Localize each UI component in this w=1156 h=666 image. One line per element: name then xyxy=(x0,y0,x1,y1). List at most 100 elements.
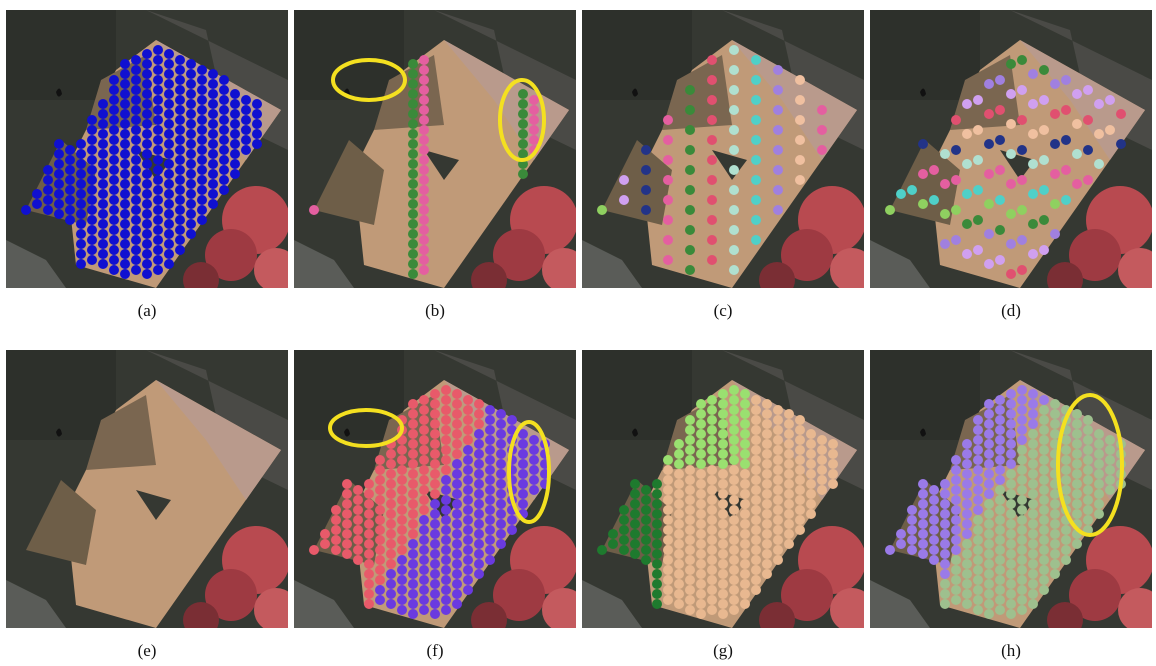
segment-dot xyxy=(1006,429,1016,439)
segment-dot xyxy=(408,479,418,489)
segment-dot xyxy=(1028,99,1038,109)
segment-dot xyxy=(608,529,618,539)
segment-dot xyxy=(641,495,651,505)
segment-dot xyxy=(331,525,341,535)
segment-dot xyxy=(685,415,695,425)
segment-dot xyxy=(463,545,473,555)
segment-dot xyxy=(219,125,229,135)
segment-dot xyxy=(342,549,352,559)
segment-dot xyxy=(984,499,994,509)
segment-dot xyxy=(729,495,739,505)
segment-dot xyxy=(619,505,629,515)
segment-dot xyxy=(729,265,739,275)
segment-dot xyxy=(408,569,418,579)
segment-dot xyxy=(397,565,407,575)
segment-dot xyxy=(718,579,728,589)
segment-dot xyxy=(762,559,772,569)
segment-dot xyxy=(784,519,794,529)
panel-caption: (e) xyxy=(138,641,157,660)
segment-dot xyxy=(828,479,838,489)
segment-dot xyxy=(364,599,374,609)
segment-dot xyxy=(707,215,717,225)
segment-dot xyxy=(463,425,473,435)
segment-dot xyxy=(973,475,983,485)
segment-dot xyxy=(419,535,429,545)
segment-dot xyxy=(76,249,86,259)
segment-dot xyxy=(197,185,207,195)
segment-dot xyxy=(408,449,418,459)
segment-dot xyxy=(518,99,528,109)
segment-dot xyxy=(419,165,429,175)
segment-dot xyxy=(707,235,717,245)
segment-dot xyxy=(1039,65,1049,75)
segment-dot xyxy=(496,409,506,419)
segment-dot xyxy=(208,79,218,89)
segment-dot xyxy=(408,219,418,229)
segment-dot xyxy=(529,435,539,445)
segment-dot xyxy=(685,225,695,235)
segment-dot xyxy=(718,589,728,599)
segment-dot xyxy=(929,515,939,525)
segment-dot xyxy=(131,195,141,205)
segment-dot xyxy=(951,485,961,495)
panel-caption: (h) xyxy=(1001,641,1021,660)
segment-dot xyxy=(441,395,451,405)
segment-dot xyxy=(729,85,739,95)
segment-dot xyxy=(408,69,418,79)
segment-dot xyxy=(408,439,418,449)
segment-dot xyxy=(773,185,783,195)
segment-dot xyxy=(995,445,1005,455)
segment-dot xyxy=(408,519,418,529)
segment-dot xyxy=(1083,505,1093,515)
segment-dot xyxy=(718,399,728,409)
segment-dot xyxy=(419,85,429,95)
segment-dot xyxy=(806,469,816,479)
segment-dot xyxy=(109,105,119,115)
segment-dot xyxy=(828,469,838,479)
segment-dot xyxy=(652,559,662,569)
segment-dot xyxy=(109,245,119,255)
segment-dot xyxy=(164,239,174,249)
segment-dot xyxy=(740,519,750,529)
segment-dot xyxy=(773,495,783,505)
segment-dot xyxy=(1061,475,1071,485)
segment-dot xyxy=(1039,155,1049,165)
segment-dot xyxy=(1105,465,1115,475)
segment-dot xyxy=(940,489,950,499)
segment-dot xyxy=(1028,189,1038,199)
segment-dot xyxy=(740,409,750,419)
segment-dot xyxy=(685,265,695,275)
segment-dot xyxy=(441,465,451,475)
segment-dot xyxy=(1017,575,1027,585)
segment-dot xyxy=(364,559,374,569)
segment-dot xyxy=(131,225,141,235)
segment-dot xyxy=(1083,445,1093,455)
segment-dot xyxy=(186,179,196,189)
segment-dot xyxy=(419,425,429,435)
segment-dot xyxy=(962,579,972,589)
segment-dot xyxy=(518,489,528,499)
segment-dot xyxy=(430,529,440,539)
segment-dot xyxy=(518,89,528,99)
segment-dot xyxy=(995,525,1005,535)
segment-dot xyxy=(984,589,994,599)
segment-dot xyxy=(496,449,506,459)
segment-dot xyxy=(729,225,739,235)
segment-dot xyxy=(795,175,805,185)
segment-dot xyxy=(663,155,673,165)
segment-dot xyxy=(419,185,429,195)
segment-dot xyxy=(175,115,185,125)
segment-dot xyxy=(751,55,761,65)
segment-dot xyxy=(342,479,352,489)
segment-dot xyxy=(430,419,440,429)
segment-dot xyxy=(153,95,163,105)
segment-dot xyxy=(131,265,141,275)
segment-dot xyxy=(1061,105,1071,115)
segment-dot xyxy=(175,195,185,205)
segment-dot xyxy=(1006,449,1016,459)
segment-dot xyxy=(1017,235,1027,245)
segment-dot xyxy=(962,599,972,609)
segment-dot xyxy=(962,529,972,539)
segment-dot xyxy=(342,539,352,549)
segment-dot xyxy=(751,535,761,545)
